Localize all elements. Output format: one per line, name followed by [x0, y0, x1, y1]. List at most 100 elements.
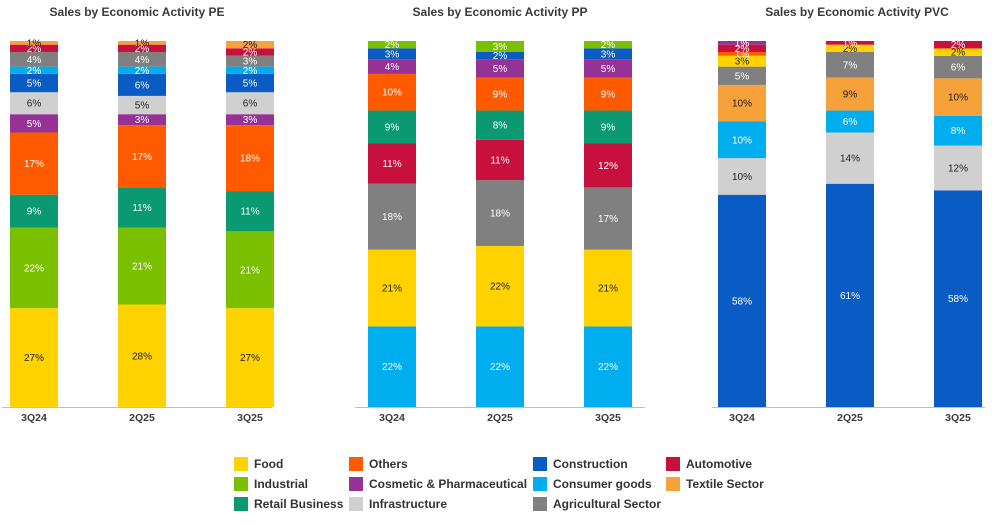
data-label: 58%	[948, 294, 968, 305]
x-tick-label: 3Q25	[237, 412, 263, 424]
bar-segment-agricultural	[10, 51, 58, 67]
data-label: 28%	[132, 351, 152, 362]
legend-item-agricultural: Agricultural Sector	[533, 497, 661, 511]
legend-swatch	[666, 457, 680, 471]
data-label: 21%	[382, 284, 402, 295]
bar-segment-retail	[118, 187, 166, 228]
legend-label: Textile Sector	[686, 477, 764, 491]
data-label: 5%	[243, 79, 258, 90]
bar-segment-construction	[226, 73, 274, 93]
data-label: 9%	[385, 123, 400, 134]
data-label: 18%	[382, 212, 402, 223]
legend-label: Food	[254, 457, 283, 471]
legend-swatch	[533, 497, 547, 511]
bar-segment-others	[118, 125, 166, 188]
legend-item-cosmetic: Cosmetic & Pharmaceutical	[349, 477, 527, 491]
legend-swatch	[234, 457, 248, 471]
bar-segment-automotive	[226, 48, 274, 56]
bar-segment-retail	[10, 194, 58, 228]
x-tick-label: 3Q24	[379, 412, 405, 424]
bar-segment-infrastructure	[826, 132, 874, 184]
data-label: 9%	[493, 90, 508, 101]
legend-swatch	[234, 497, 248, 511]
legend-swatch	[349, 497, 363, 511]
bar-segment-automotive	[476, 139, 524, 181]
data-label: 9%	[27, 207, 42, 218]
bar-segment-industrial	[584, 41, 632, 49]
bar-segment-others	[476, 77, 524, 111]
legend-label: Industrial	[254, 477, 308, 491]
bar-segment-construction	[10, 73, 58, 93]
data-label: 1%	[843, 38, 858, 49]
bar-segment-infrastructure	[118, 95, 166, 115]
data-label: 10%	[382, 88, 402, 99]
data-label: 1%	[735, 38, 750, 49]
bar-segment-consumer	[368, 326, 416, 407]
bar-segment-infrastructure	[226, 92, 274, 115]
data-label: 2%	[135, 66, 150, 77]
data-label: 5%	[735, 71, 750, 82]
data-label: 21%	[240, 265, 260, 276]
legend-swatch	[234, 477, 248, 491]
data-label: 17%	[598, 214, 618, 225]
legend-item-others: Others	[349, 457, 408, 471]
data-label: 11%	[132, 203, 151, 214]
legend-item-retail: Retail Business	[234, 497, 344, 511]
bar-segment-construction	[718, 194, 766, 407]
bar-segment-food	[118, 304, 166, 407]
data-label: 2%	[27, 66, 42, 77]
data-label: 2%	[27, 44, 42, 55]
data-label: 10%	[732, 172, 752, 183]
data-label: 22%	[490, 362, 510, 373]
bar-segment-agricultural	[718, 66, 766, 85]
bar-segment-industrial	[226, 231, 274, 309]
legend-swatch	[666, 477, 680, 491]
data-label: 1%	[735, 49, 750, 60]
data-label: 4%	[135, 55, 150, 66]
data-label: 3%	[493, 42, 508, 53]
data-label: 58%	[732, 296, 752, 307]
bar-segment-agricultural	[226, 55, 274, 67]
legend-swatch	[349, 457, 363, 471]
bar-segment-construction	[584, 48, 632, 60]
legend-swatch	[349, 477, 363, 491]
bar-segment-agricultural	[476, 180, 524, 246]
bar-segment-retail	[584, 110, 632, 144]
legend-item-construction: Construction	[533, 457, 628, 471]
data-label: 2%	[243, 40, 258, 51]
legend-label: Cosmetic & Pharmaceutical	[369, 477, 527, 491]
legend-label: Agricultural Sector	[553, 497, 661, 511]
data-label: 17%	[24, 159, 44, 170]
bar-segment-others	[226, 125, 274, 192]
bar-segment-textile	[10, 41, 58, 45]
data-label: 3%	[243, 115, 258, 126]
bar-segment-industrial	[118, 227, 166, 305]
bar-segment-food	[368, 249, 416, 327]
data-label: 3%	[135, 115, 150, 126]
bar-segment-automotive	[368, 143, 416, 184]
data-label: 10%	[948, 93, 968, 104]
data-label: 8%	[493, 121, 508, 132]
data-label: 2%	[385, 40, 400, 51]
legend-label: Others	[369, 457, 408, 471]
data-label: 3%	[601, 49, 616, 60]
bar-segment-retail	[476, 110, 524, 140]
data-label: 6%	[843, 117, 858, 128]
bar-segment-agricultural	[118, 51, 166, 67]
bar-segment-agricultural	[826, 51, 874, 78]
bar-segment-consumer	[118, 66, 166, 74]
legend-label: Infrastructure	[369, 497, 447, 511]
bar-segment-automotive	[718, 44, 766, 52]
bar-segment-consumer	[584, 326, 632, 407]
legend-item-consumer: Consumer goods	[533, 477, 652, 491]
data-label: 27%	[24, 353, 44, 364]
data-label: 9%	[601, 123, 616, 134]
bar-segment-cosmetic	[368, 59, 416, 74]
chart-panel-3: Sales by Economic Activity PVC 58% 10% 10% 1…	[712, 5, 985, 424]
data-label: 12%	[948, 163, 968, 174]
bar-segment-automotive	[10, 44, 58, 52]
data-label: 9%	[601, 90, 616, 101]
data-label: 61%	[840, 291, 860, 302]
